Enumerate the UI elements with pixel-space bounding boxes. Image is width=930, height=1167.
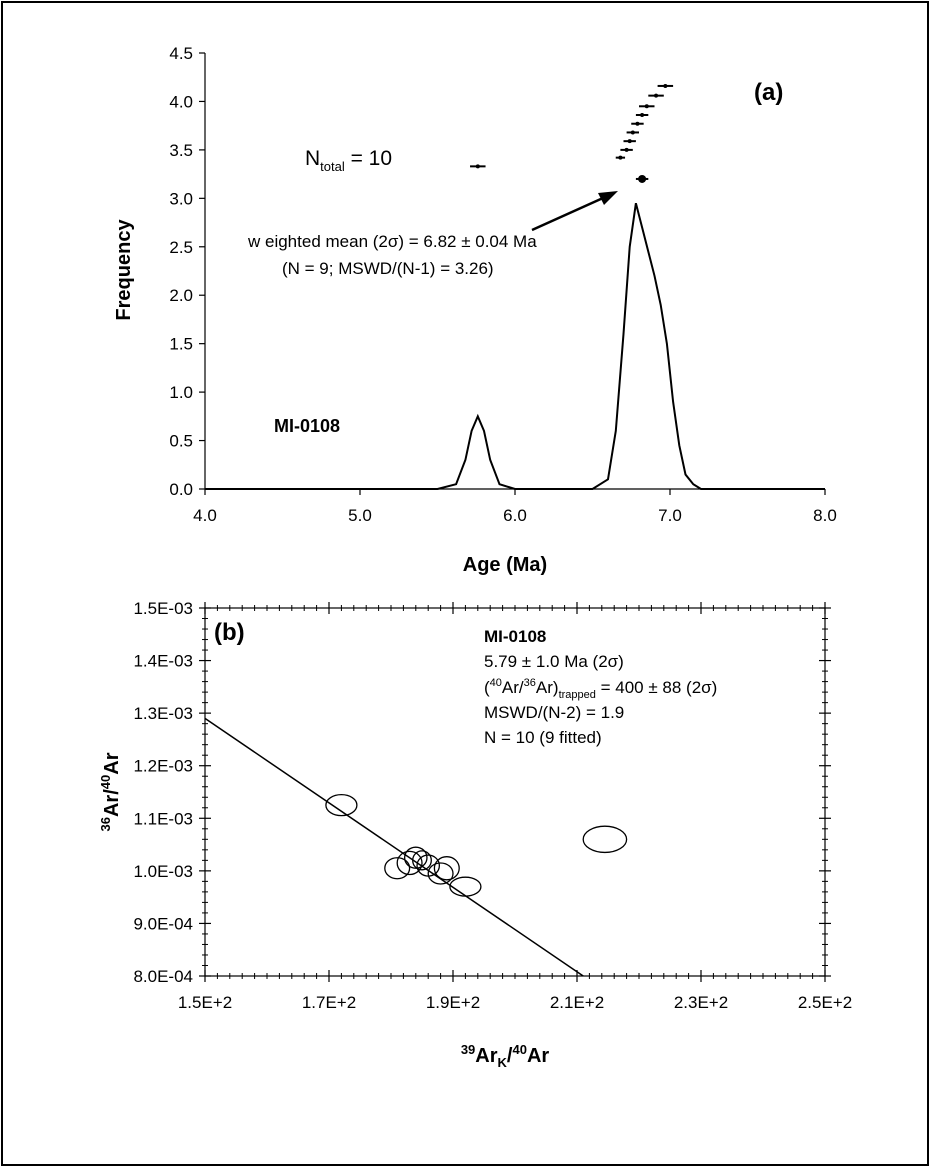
panel-b-x-tick-label: 1.5E+2 — [178, 993, 232, 1012]
isochron-age-label: 5.79 ± 1.0 Ma (2σ) — [484, 652, 624, 671]
panel-b-y-tick-label: 8.0E-04 — [133, 967, 193, 986]
panel-b-isochron-plot: 8.0E-04 9.0E-04 1.0E-03 1.1E-03 1.2E-03 1.3E-… — [98, 599, 852, 1070]
panel-a-y-tick-label: 4.5 — [169, 44, 193, 63]
error-ellipse — [427, 862, 454, 885]
panel-b-sample-label: MI-0108 — [484, 627, 546, 646]
panel-b-x-tick-label: 1.7E+2 — [302, 993, 356, 1012]
isochron-regression-line — [204, 717, 584, 977]
error-ellipse — [582, 825, 628, 854]
panel-b-x-tick-label: 2.5E+2 — [798, 993, 852, 1012]
panel-b-x-tick-label: 2.1E+2 — [550, 993, 604, 1012]
panel-a-y-tick-label: 1.0 — [169, 383, 193, 402]
panel-a-tick-marks: 0.0 0.5 1.0 1.5 2.0 2.5 3.0 3.5 4.0 4.5 4.0 5.0 6.0 7… — [169, 44, 836, 525]
panel-a-x-axis-title: Age (Ma) — [463, 554, 547, 576]
n-total-label: Ntotal = 10 — [305, 147, 392, 174]
age-point — [654, 93, 659, 98]
panel-a-y-tick-label: 2.0 — [169, 286, 193, 305]
panel-b-tag: (b) — [214, 619, 245, 646]
age-point — [630, 130, 635, 135]
panel-a-x-tick-label: 5.0 — [348, 506, 372, 525]
panel-b-x-axis-title: 39ArK/40Ar — [461, 1042, 550, 1070]
panel-a-y-tick-label: 0.0 — [169, 480, 193, 499]
age-point — [635, 121, 640, 126]
error-ellipse — [325, 793, 358, 817]
weighted-mean-label: w eighted mean (2σ) = 6.82 ± 0.04 Ma — [247, 232, 537, 251]
age-point — [627, 139, 632, 144]
individual-age-markers — [470, 83, 674, 169]
panel-b-y-tick-label: 1.5E-03 — [133, 599, 193, 618]
panel-a-x-tick-label: 6.0 — [503, 506, 527, 525]
panel-b-y-tick-label: 1.3E-03 — [133, 704, 193, 723]
error-ellipse — [384, 857, 411, 880]
error-ellipses — [325, 793, 628, 897]
age-point — [640, 113, 645, 118]
weighted-mean-marker — [635, 174, 649, 183]
panel-b-y-tick-label: 1.1E-03 — [133, 809, 193, 828]
weighted-mean-arrowhead — [598, 191, 618, 205]
panel-a-y-tick-label: 2.5 — [169, 238, 193, 257]
panel-a-y-tick-label: 3.5 — [169, 141, 193, 160]
panel-a-sample-label: MI-0108 — [274, 416, 340, 436]
age-point — [644, 104, 649, 109]
panel-b-tick-marks: 8.0E-04 9.0E-04 1.0E-03 1.1E-03 1.2E-03 1.3E-… — [133, 599, 852, 1012]
error-ellipse — [396, 850, 423, 876]
age-point — [624, 147, 629, 152]
panel-a-y-tick-label: 3.0 — [169, 189, 193, 208]
panel-a-x-tick-label: 7.0 — [658, 506, 682, 525]
error-ellipse — [433, 856, 460, 881]
age-point — [618, 155, 623, 160]
panel-a-tag: (a) — [754, 79, 783, 106]
panel-a-y-tick-label: 1.5 — [169, 335, 193, 354]
panel-a-y-tick-label: 0.5 — [169, 432, 193, 451]
panel-b-y-tick-label: 1.0E-03 — [133, 862, 193, 881]
panel-b-y-tick-label: 1.2E-03 — [133, 757, 193, 776]
panel-a-x-tick-label: 4.0 — [193, 506, 217, 525]
weighted-mean-stats-label: (N = 9; MSWD/(N-1) = 3.26) — [282, 259, 494, 278]
n-fitted-label: N = 10 (9 fitted) — [484, 728, 602, 747]
weighted-mean-arrow — [531, 196, 604, 232]
age-point — [663, 83, 668, 88]
weighted-mean-point — [638, 174, 647, 183]
panel-a-y-tick-label: 4.0 — [169, 92, 193, 111]
panel-b-y-tick-label: 1.4E-03 — [133, 652, 193, 671]
panel-b-x-tick-label: 2.3E+2 — [674, 993, 728, 1012]
panel-a-age-probability-plot: 0.0 0.5 1.0 1.5 2.0 2.5 3.0 3.5 4.0 4.5 4.0 5.0 6.0 7… — [113, 44, 837, 576]
panel-a-y-axis-title: Frequency — [113, 219, 135, 321]
mswd-label: MSWD/(N-2) = 1.9 — [484, 703, 624, 722]
age-point — [475, 164, 480, 169]
panel-a-x-tick-label: 8.0 — [813, 506, 837, 525]
panel-b-x-tick-label: 1.9E+2 — [426, 993, 480, 1012]
trapped-ratio-label: (40Ar/36Ar)trapped = 400 ± 88 (2σ) — [484, 677, 717, 701]
probability-density-curve — [205, 202, 825, 490]
panel-b-y-axis-title: 36Ar/40Ar — [98, 752, 123, 831]
panel-b-y-tick-label: 9.0E-04 — [133, 914, 193, 933]
